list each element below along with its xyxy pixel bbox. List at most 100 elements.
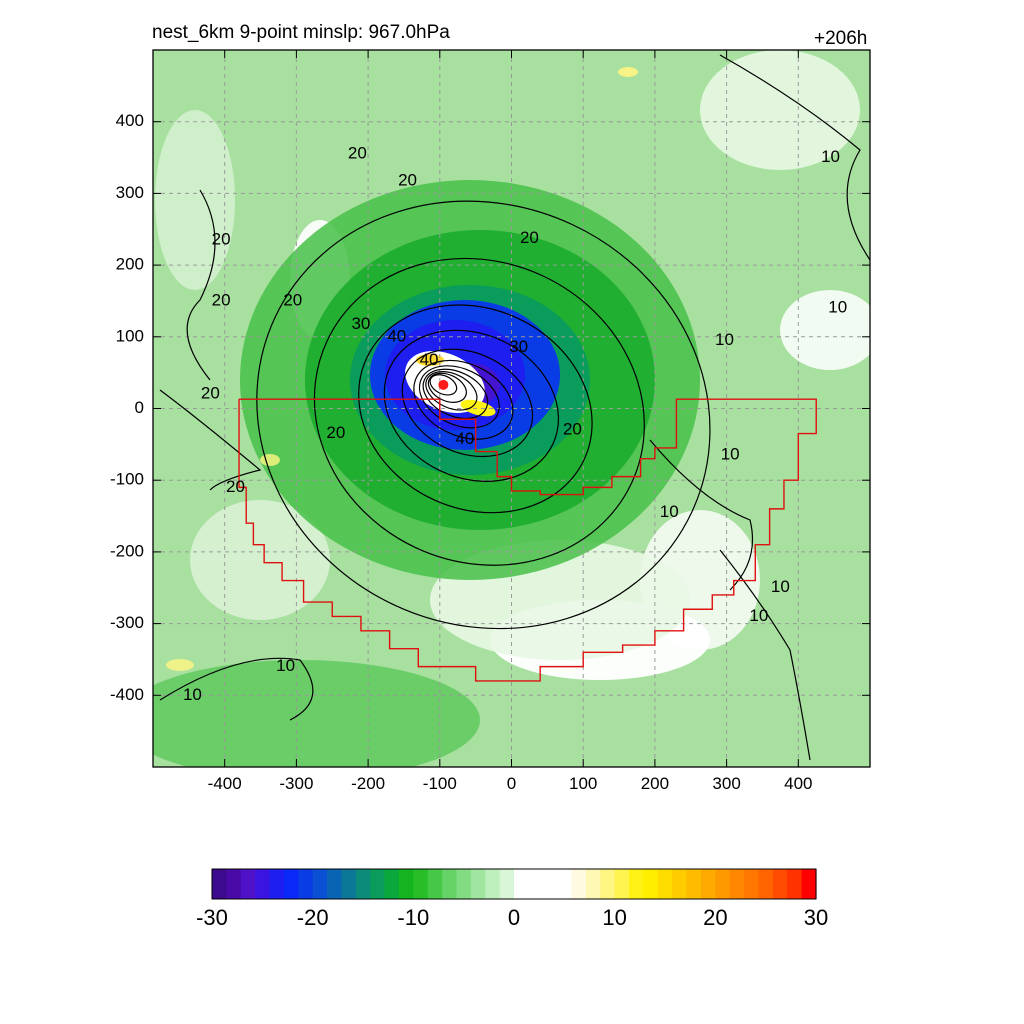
colorbar-cell: [226, 869, 242, 899]
colorbar-cell: [283, 869, 299, 899]
colorbar-cell: [744, 869, 760, 899]
colorbar-cell: [413, 869, 429, 899]
colorbar-tick-label: 0: [508, 905, 520, 930]
colorbar-cell: [600, 869, 616, 899]
contour-label: 10: [721, 445, 740, 464]
colorbar-cell: [269, 869, 285, 899]
contour-label: 40: [420, 350, 439, 369]
y-tick-label: -100: [110, 470, 144, 489]
contour-line: [422, 368, 489, 420]
colorbar-cell: [312, 869, 328, 899]
y-tick-label: -400: [110, 685, 144, 704]
colorbar-cell: [700, 869, 716, 899]
contour-label: 10: [749, 606, 768, 625]
colorbar-cell: [614, 869, 630, 899]
contour-label: 10: [821, 147, 840, 166]
colorbar-cell: [672, 869, 688, 899]
colorbar-cell: [643, 869, 659, 899]
contour-label: 20: [212, 290, 231, 309]
colorbar-cell: [341, 869, 357, 899]
colorbar-tick-label: 20: [703, 905, 727, 930]
colorbar-cell: [255, 869, 271, 899]
contour-label: 30: [509, 337, 528, 356]
colorbar-cell: [427, 869, 443, 899]
x-tick-label: 400: [784, 774, 812, 793]
y-tick-label: -200: [110, 541, 144, 560]
contour-line: [313, 257, 645, 566]
y-tick-label: -300: [110, 613, 144, 632]
y-tick-label: 300: [116, 183, 144, 202]
x-tick-label: -200: [351, 774, 385, 793]
colorbar-ticks: -30 -20 -10 0 10 20 30: [196, 905, 828, 930]
contour-line: [159, 657, 314, 721]
contour-line: [719, 54, 870, 261]
x-tick-label: -100: [423, 774, 457, 793]
colorbar-cell: [787, 869, 803, 899]
contour-line: [186, 189, 216, 381]
contour-line: [413, 359, 514, 440]
colorbar-cell: [657, 869, 673, 899]
contour-label: 10: [715, 330, 734, 349]
contour-line: [358, 304, 593, 514]
colorbar-cell: [240, 869, 256, 899]
contour-line: [719, 549, 811, 761]
contour-label: 10: [771, 577, 790, 596]
colorbar-cell: [470, 869, 486, 899]
contour-label: 30: [351, 314, 370, 333]
y-tick-label: 400: [116, 111, 144, 130]
contour-label: 20: [348, 143, 367, 162]
contour-line: [401, 348, 534, 458]
colorbar-cell: [557, 869, 573, 899]
contour-label: 10: [276, 656, 295, 675]
contour-label: 20: [212, 229, 231, 248]
colorbar-cell: [758, 869, 774, 899]
storm-center-dot: [438, 379, 449, 390]
x-tick-label: 300: [712, 774, 740, 793]
contour-label: 20: [326, 423, 345, 442]
x-axis: -400 -300 -200 -100 0 100 200 300 400: [208, 50, 812, 793]
contour-label: 40: [455, 429, 474, 448]
contour-label: 20: [201, 384, 220, 403]
x-tick-label: -300: [279, 774, 313, 793]
colorbar-cell: [384, 869, 400, 899]
colorbar-cell: [585, 869, 601, 899]
colorbar-cell: [370, 869, 386, 899]
contour-lines: [159, 54, 870, 761]
colorbar-cell: [485, 869, 501, 899]
contour-line: [383, 329, 560, 482]
contour-line: [418, 365, 500, 429]
y-tick-label: 100: [116, 326, 144, 345]
x-tick-label: 100: [569, 774, 597, 793]
domain-outline: [238, 398, 817, 682]
colorbar-cell: [686, 869, 702, 899]
colorbar-tick-label: 10: [602, 905, 626, 930]
contour-label: 40: [387, 326, 406, 345]
contour-label: 20: [226, 477, 245, 496]
forecast-hour-label: +206h: [814, 28, 868, 49]
x-tick-label: -400: [208, 774, 242, 793]
contour-label: 10: [660, 502, 679, 521]
colorbar-cell: [327, 869, 343, 899]
chart-title: nest_6km 9-point minslp: 967.0hPa: [152, 22, 450, 43]
colorbar-cell: [355, 869, 371, 899]
contour-label: 20: [283, 290, 302, 309]
contour-label: 10: [183, 685, 202, 704]
colorbar-cell: [629, 869, 645, 899]
colorbar-cell: [801, 869, 817, 899]
contour-label: 20: [563, 419, 582, 438]
colorbar-cell: [528, 869, 544, 899]
colorbar-tick-label: 30: [804, 905, 828, 930]
y-tick-label: 200: [116, 255, 144, 274]
colorbar-cell: [729, 869, 745, 899]
x-tick-label: 0: [507, 774, 516, 793]
contour-line: [427, 372, 467, 403]
colorbar-cells: [212, 869, 817, 899]
contour-label: 10: [828, 298, 847, 317]
colorbar-tick-label: -10: [397, 905, 429, 930]
colorbar-tick-label: -20: [297, 905, 329, 930]
colorbar-cell: [499, 869, 515, 899]
colorbar-cell: [298, 869, 314, 899]
